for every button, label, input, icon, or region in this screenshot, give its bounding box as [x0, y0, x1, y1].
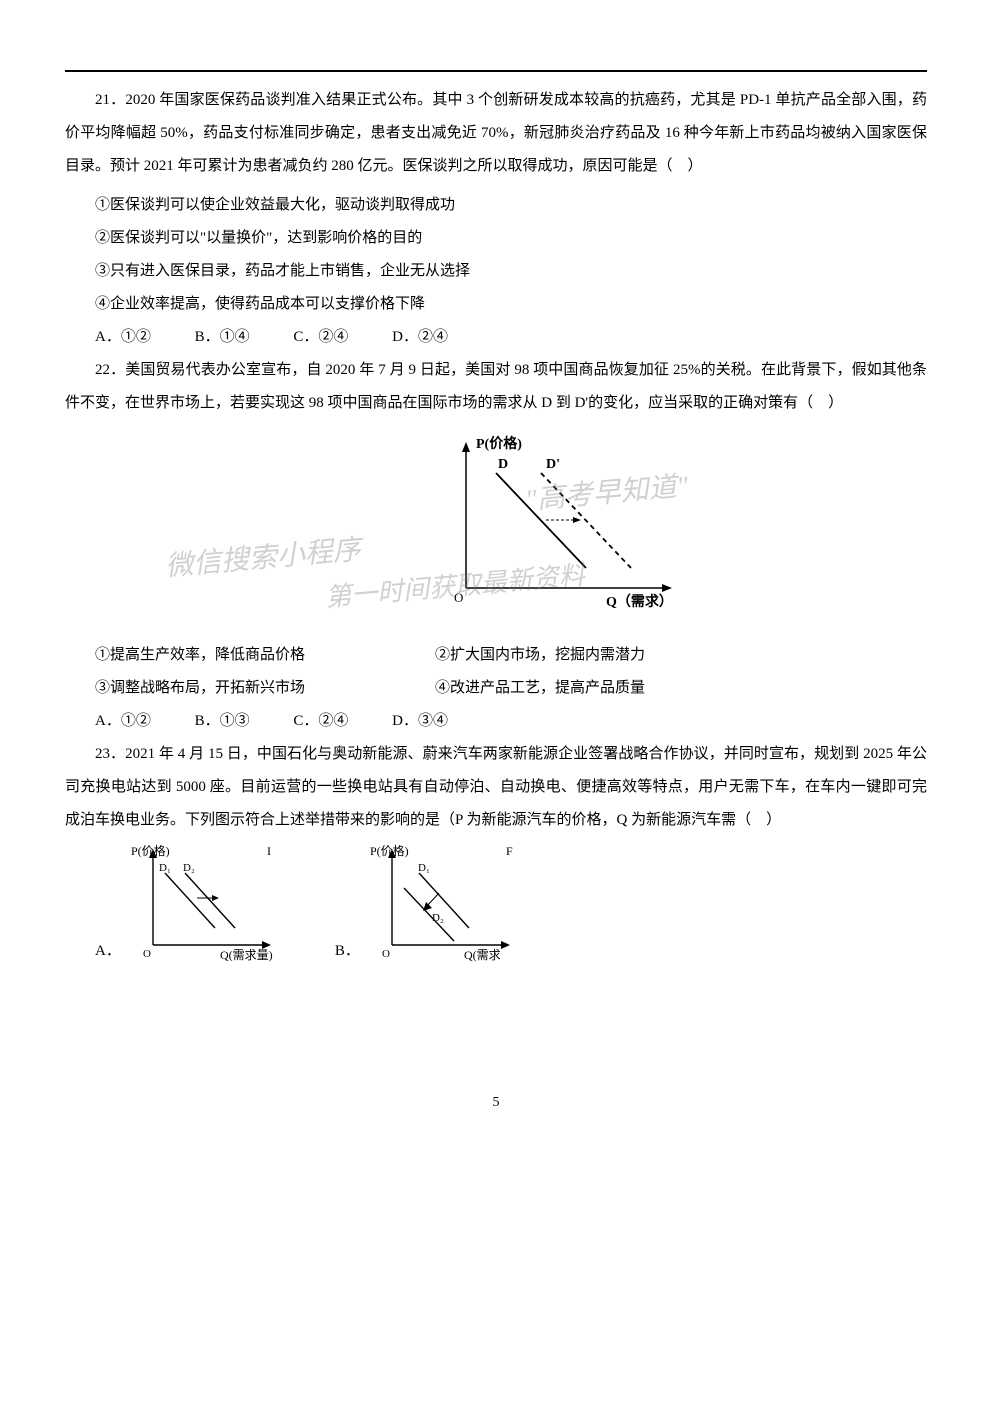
- q23-number: 23．: [95, 746, 125, 762]
- q21-item-3: ③只有进入医保目录，药品才能上市销售，企业无从选择: [65, 255, 927, 288]
- question-23: 23．2021 年 4 月 15 日，中国石化与奥动新能源、蔚来汽车两家新能源企…: [65, 738, 927, 837]
- q23a-tr-label: I: [267, 844, 271, 858]
- q23-text: 2021 年 4 月 15 日，中国石化与奥动新能源、蔚来汽车两家新能源企业签署…: [65, 746, 927, 828]
- q22-item-4: ④改进产品工艺，提高产品质量: [405, 672, 927, 705]
- q22-item-2: ②扩大国内市场，挖掘内需潜力: [405, 639, 927, 672]
- q22-number: 22．: [95, 362, 125, 378]
- q23b-xlabel: Q(需求: [464, 948, 501, 962]
- q22-ylabel: P(价格): [476, 435, 522, 452]
- q23-option-a-label: A．: [65, 935, 121, 968]
- q22-option-d: D．③④: [392, 713, 448, 729]
- q22-d-label: D: [498, 457, 508, 472]
- q22-text: 美国贸易代表办公室宣布，自 2020 年 7 月 9 日起，美国对 98 项中国…: [65, 362, 927, 411]
- page-number: 5: [65, 1088, 927, 1119]
- q21-option-d: D．②④: [392, 329, 448, 345]
- q22-chart-container: P(价格) D D' O Q（需求） 微信搜索小程序 "高考早知道" 第一时间获…: [65, 428, 927, 631]
- q23a-d2-label: D₂: [183, 862, 195, 874]
- q23-chart-b: P(价格) F D₁ D₂ O Q(需求: [364, 843, 524, 968]
- q23a-ylabel: P(价格): [131, 843, 170, 858]
- q21-number: 21．: [95, 92, 125, 108]
- q23a-xlabel: Q(需求量): [220, 948, 273, 962]
- q22-option-b: B．①③: [195, 713, 250, 729]
- q22-items-row1: ①提高生产效率，降低商品价格 ②扩大国内市场，挖掘内需潜力: [65, 639, 927, 672]
- q21-option-c: C．②④: [293, 329, 348, 345]
- q21-item-1: ①医保谈判可以使企业效益最大化，驱动谈判取得成功: [65, 189, 927, 222]
- q22-option-c: C．②④: [293, 713, 348, 729]
- question-22: 22．美国贸易代表办公室宣布，自 2020 年 7 月 9 日起，美国对 98 …: [65, 354, 927, 420]
- q22-item-3: ③调整战略布局，开拓新兴市场: [65, 672, 405, 705]
- q22-items-row2: ③调整战略布局，开拓新兴市场 ④改进产品工艺，提高产品质量: [65, 672, 927, 705]
- q22-item-1: ①提高生产效率，降低商品价格: [65, 639, 405, 672]
- q23b-d1-label: D₁: [418, 862, 430, 874]
- q23a-d1-label: D₁: [159, 862, 171, 874]
- q22-dp-label: D': [546, 457, 560, 472]
- q22-options: A．①② B．①③ C．②④ D．③④: [65, 705, 927, 738]
- question-21: 21．2020 年国家医保药品谈判准入结果正式公布。其中 3 个创新研发成本较高…: [65, 84, 927, 183]
- q23-chart-a-wrap: A． P(价格) I D₁ D₂ O Q(需求量): [65, 843, 285, 968]
- q21-text: 2020 年国家医保药品谈判准入结果正式公布。其中 3 个创新研发成本较高的抗癌…: [65, 92, 927, 174]
- q22-origin-label: O: [454, 590, 463, 605]
- q23-charts-row: A． P(价格) I D₁ D₂ O Q(需求量) B．: [65, 843, 927, 968]
- q23b-tr-label: F: [506, 844, 513, 858]
- q22-chart: P(价格) D D' O Q（需求）: [286, 428, 706, 618]
- q22-xlabel: Q（需求）: [606, 593, 673, 610]
- q21-options: A．①② B．①④ C．②④ D．②④: [65, 321, 927, 354]
- q23-option-b-label: B．: [305, 935, 360, 968]
- q23b-ylabel: P(价格): [370, 843, 409, 858]
- q23b-d2-label: D₂: [432, 912, 444, 924]
- top-rule: [65, 70, 927, 72]
- q23-chart-b-wrap: B． P(价格) F D₁ D₂ O Q(需求: [305, 843, 524, 968]
- q23-chart-a: P(价格) I D₁ D₂ O Q(需求量): [125, 843, 285, 968]
- q21-option-a: A．①②: [95, 329, 151, 345]
- q21-item-4: ④企业效率提高，使得药品成本可以支撑价格下降: [65, 288, 927, 321]
- q23b-origin: O: [382, 948, 390, 960]
- q21-item-2: ②医保谈判可以"以量换价"，达到影响价格的目的: [65, 222, 927, 255]
- q22-option-a: A．①②: [95, 713, 151, 729]
- q23a-origin: O: [143, 948, 151, 960]
- q21-option-b: B．①④: [195, 329, 250, 345]
